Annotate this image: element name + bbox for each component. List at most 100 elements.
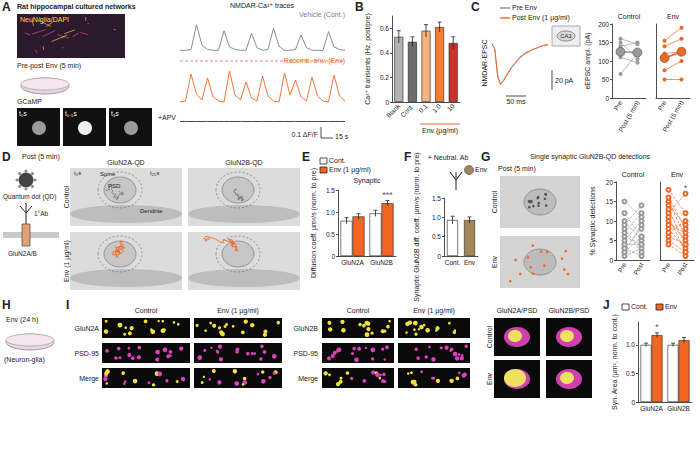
svg-text:Synaptic GluN2B diff. coeff. µ: Synaptic GluN2B diff. coeff. µm²/s (norm…	[413, 152, 421, 301]
svg-text:Env: Env	[667, 13, 680, 20]
svg-text:GluN2B/PSD: GluN2B/PSD	[549, 307, 590, 314]
svg-text:Post Env (1 µg/ml): Post Env (1 µg/ml)	[512, 14, 570, 22]
svg-text:Env: Env	[486, 372, 493, 385]
svg-text:Cont.: Cont.	[399, 102, 415, 118]
svg-text:GluN2A/PSD: GluN2A/PSD	[497, 307, 538, 314]
svg-text:Blank: Blank	[385, 102, 402, 119]
svg-text:Vehicle (Cont.): Vehicle (Cont.)	[299, 11, 345, 19]
svg-text:*: *	[684, 183, 688, 193]
svg-text:Post: Post	[676, 261, 689, 276]
svg-text:0: 0	[609, 257, 613, 264]
svg-text:GluN2B: GluN2B	[667, 405, 690, 412]
svg-text:GluN2A: GluN2A	[640, 405, 663, 412]
svg-text:B: B	[355, 0, 364, 14]
svg-text:Quantum dot (QD): Quantum dot (QD)	[3, 193, 56, 201]
svg-text:10: 10	[606, 218, 614, 225]
svg-text:eEPSC ampl. (pA): eEPSC ampl. (pA)	[584, 32, 592, 89]
svg-text:Env: Env	[665, 303, 678, 310]
svg-text:20 pA: 20 pA	[555, 77, 574, 85]
svg-text:1.0: 1.0	[626, 341, 635, 348]
svg-text:*: *	[655, 322, 659, 332]
svg-text:1.5: 1.5	[432, 195, 441, 202]
svg-text:1.5: 1.5	[326, 187, 335, 194]
svg-text:Control: Control	[63, 185, 70, 208]
svg-text:0.1 ΔF/F: 0.1 ΔF/F	[292, 131, 318, 138]
svg-text:***: ***	[382, 190, 393, 200]
svg-text:1.0: 1.0	[326, 209, 335, 216]
svg-text:G: G	[481, 150, 490, 164]
svg-text:0.4: 0.4	[380, 49, 389, 56]
svg-text:Control: Control	[491, 190, 498, 213]
svg-text:Env (1 µg/ml): Env (1 µg/ml)	[63, 240, 71, 282]
svg-text:0: 0	[605, 95, 609, 102]
svg-text:Cont.: Cont.	[445, 259, 461, 266]
svg-text:Pre: Pre	[616, 261, 627, 274]
svg-text:+APV: +APV	[158, 114, 176, 121]
svg-text:Ca²⁺ transients (Hz, post/pre): Ca²⁺ transients (Hz, post/pre)	[364, 13, 372, 105]
svg-text:Env (1 µg/ml): Env (1 µg/ml)	[329, 166, 371, 174]
svg-text:0.2: 0.2	[380, 74, 389, 81]
svg-text:Dendrite: Dendrite	[140, 208, 163, 214]
svg-text:Post (5 min): Post (5 min)	[22, 153, 60, 161]
svg-text:Post (5 min): Post (5 min)	[661, 99, 685, 133]
svg-text:15 s: 15 s	[335, 133, 349, 140]
svg-text:I: I	[66, 298, 69, 312]
svg-text:GluN2B: GluN2B	[370, 259, 393, 266]
svg-text:Pre: Pre	[612, 99, 623, 112]
svg-text:J: J	[603, 298, 610, 312]
svg-text:Recomb. env. (Env): Recomb. env. (Env)	[284, 57, 345, 65]
svg-text:GluN2B-QD: GluN2B-QD	[225, 159, 262, 167]
svg-text:10: 10	[446, 102, 456, 112]
svg-text:1°Ab: 1°Ab	[34, 210, 49, 217]
svg-text:100: 100	[598, 58, 609, 65]
svg-text:PSD-95: PSD-95	[293, 350, 318, 357]
svg-text:(Neuron-glia): (Neuron-glia)	[4, 356, 45, 364]
svg-text:15: 15	[606, 198, 614, 205]
svg-text:t₂₅s: t₂₅s	[150, 170, 159, 176]
svg-text:D: D	[2, 150, 11, 164]
svg-text:GluN2A: GluN2A	[341, 259, 364, 266]
svg-text:Post: Post	[632, 261, 645, 276]
svg-text:Control: Control	[486, 325, 493, 348]
svg-text:E: E	[302, 150, 310, 164]
svg-text:Control: Control	[347, 307, 370, 314]
svg-text:Env (1 µg/ml): Env (1 µg/ml)	[217, 307, 259, 315]
svg-text:F: F	[404, 150, 411, 164]
svg-text:150: 150	[598, 39, 609, 46]
svg-text:Spine: Spine	[100, 171, 116, 177]
svg-text:GluN2A: GluN2A	[74, 325, 99, 332]
svg-text:5: 5	[609, 237, 613, 244]
svg-text:H: H	[2, 298, 11, 312]
svg-text:NeuN/glia/DAPI: NeuN/glia/DAPI	[20, 16, 69, 24]
svg-text:Diffusion coeff. µm²/s (norm.: Diffusion coeff. µm²/s (norm. to pre)	[310, 168, 318, 278]
svg-text:t₀s: t₀s	[19, 110, 28, 117]
svg-text:% Synaptic detections: % Synaptic detections	[589, 186, 597, 255]
svg-text:0: 0	[385, 99, 389, 106]
svg-text:Synaptic: Synaptic	[354, 177, 381, 185]
svg-text:Pre: Pre	[656, 99, 667, 112]
svg-text:Post (5 min): Post (5 min)	[498, 165, 536, 173]
svg-text:200: 200	[598, 21, 609, 28]
svg-text:PSD-95: PSD-95	[74, 350, 99, 357]
svg-text:Syn. Area (µm², norm. to cont.: Syn. Area (µm², norm. to cont.)	[611, 314, 619, 410]
svg-text:Env: Env	[491, 255, 498, 268]
svg-text:NMDAR-EPSC: NMDAR-EPSC	[481, 39, 488, 86]
svg-text:GCaMP: GCaMP	[17, 98, 42, 105]
svg-text:0: 0	[331, 253, 335, 260]
svg-text:PSD: PSD	[108, 183, 121, 189]
svg-text:Env (24 h): Env (24 h)	[6, 316, 38, 324]
svg-text:0.5: 0.5	[326, 231, 335, 238]
svg-text:Env (1 µg/ml): Env (1 µg/ml)	[413, 307, 455, 315]
svg-text:Post (5 min): Post (5 min)	[617, 99, 641, 133]
svg-text:C: C	[471, 0, 480, 14]
svg-text:Pre-post Env (5 min): Pre-post Env (5 min)	[17, 62, 81, 70]
svg-text:0.6: 0.6	[380, 25, 389, 32]
svg-text:50 ms: 50 ms	[506, 98, 526, 105]
svg-text:t₀s: t₀s	[74, 170, 81, 176]
svg-text:NMDAR-Ca²⁺ traces: NMDAR-Ca²⁺ traces	[230, 2, 294, 9]
svg-text:20: 20	[606, 179, 614, 186]
svg-text:Control: Control	[135, 307, 158, 314]
svg-text:Env (µg/ml): Env (µg/ml)	[422, 127, 458, 135]
svg-text:GluN2B: GluN2B	[293, 325, 318, 332]
svg-text:0.1: 0.1	[417, 102, 429, 114]
